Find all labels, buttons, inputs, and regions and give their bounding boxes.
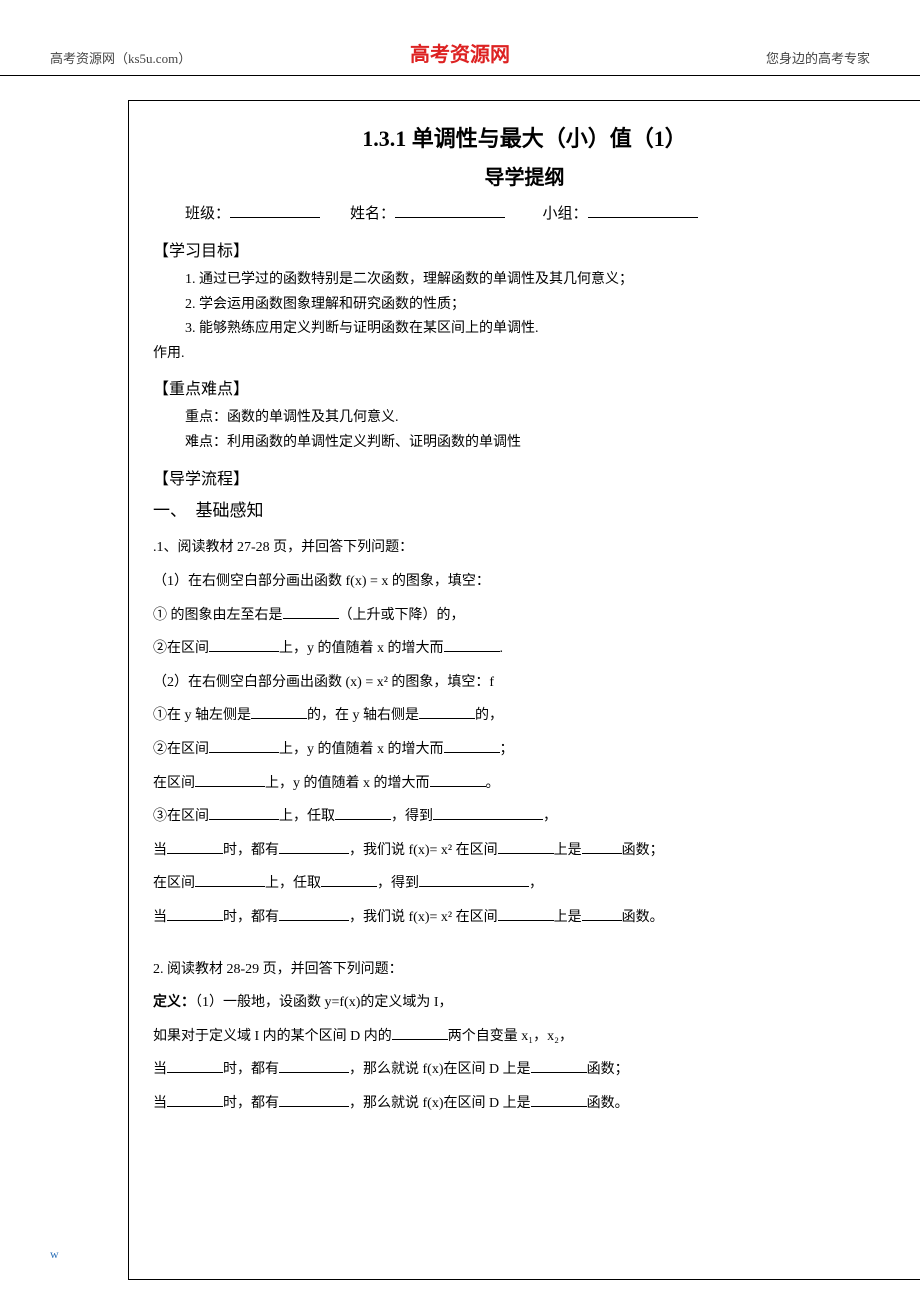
- blank: [444, 636, 500, 652]
- name-blank: [395, 202, 505, 218]
- keypoints-heading: 重点难点: [153, 375, 896, 399]
- group-blank: [588, 202, 698, 218]
- blank: [251, 703, 307, 719]
- page-header: 高考资源网（ks5u.com） 高考资源网 您身边的高考专家: [0, 0, 920, 76]
- process-heading: 导学流程: [153, 465, 896, 489]
- objective-tail: 作用.: [153, 343, 896, 365]
- doc-title: 1.3.1 单调性与最大（小）值（1）: [153, 121, 896, 153]
- blank: [209, 804, 279, 820]
- blank: [335, 804, 391, 820]
- blank: [419, 703, 475, 719]
- blank: [279, 838, 349, 854]
- objective-item: 1. 通过已学过的函数特别是二次函数，理解函数的单调性及其几何意义；: [185, 269, 896, 291]
- blank: [392, 1024, 448, 1040]
- blank: [195, 871, 265, 887]
- q2-intro: 2. 阅读教材 28-29 页，并回答下列问题：: [153, 953, 896, 987]
- blank: [209, 636, 279, 652]
- q1-2: （2）在右侧空白部分画出函数 (x) = x² 的图象，填空：f: [153, 666, 896, 700]
- blank: [419, 871, 529, 887]
- blank: [498, 905, 554, 921]
- def-line: 定义：（1）一般地，设函数 y=f(x)的定义域为 I，: [153, 986, 896, 1020]
- blank: [167, 1057, 223, 1073]
- q1-1: （1）在右侧空白部分画出函数 f(x) = x 的图象，填空：: [153, 565, 896, 599]
- q1-2-b2: 在区间上，y 的值随着 x 的增大而。: [153, 767, 896, 801]
- q1-1-a: ① 的图象由左至右是（上升或下降）的，: [153, 599, 896, 633]
- name-label: 姓名：: [350, 206, 395, 222]
- q1-2-a: ①在 y 轴左侧是的，在 y 轴右侧是的，: [153, 699, 896, 733]
- keypoint-key: 重点：函数的单调性及其几何意义.: [185, 407, 896, 429]
- basic-title: 一、 基础感知: [153, 497, 896, 526]
- q1-1-b: ②在区间上，y 的值随着 x 的增大而.: [153, 632, 896, 666]
- blank: [321, 871, 377, 887]
- keypoint-diff: 难点：利用函数的单调性定义判断、证明函数的单调性: [185, 432, 896, 454]
- blank: [531, 1057, 587, 1073]
- header-center-logo: 高考资源网: [410, 38, 510, 67]
- def-1-b: 当时，都有，那么就说 f(x)在区间 D 上是函数；: [153, 1053, 896, 1087]
- group-label: 小组：: [543, 206, 588, 222]
- header-right: 您身边的高考专家: [766, 48, 870, 67]
- q1-intro: .1、阅读教材 27-28 页，并回答下列问题：: [153, 531, 896, 565]
- def-1-c: 当时，都有，那么就说 f(x)在区间 D 上是函数。: [153, 1087, 896, 1121]
- blank: [167, 905, 223, 921]
- blank: [582, 838, 622, 854]
- header-left: 高考资源网（ks5u.com）: [50, 48, 191, 67]
- objective-item: 3. 能够熟练应用定义判断与证明函数在某区间上的单调性.: [185, 318, 896, 340]
- blank: [283, 603, 339, 619]
- blank: [531, 1091, 587, 1107]
- blank: [498, 838, 554, 854]
- blank: [209, 737, 279, 753]
- blank: [279, 1091, 349, 1107]
- keypoints-body: 重点：函数的单调性及其几何意义. 难点：利用函数的单调性定义判断、证明函数的单调…: [153, 407, 896, 455]
- document-body: 1.3.1 单调性与最大（小）值（1） 导学提纲 班级： 姓名： 小组： 学习目…: [128, 100, 920, 1280]
- blank: [430, 771, 486, 787]
- def-1-a: 如果对于定义域 I 内的某个区间 D 内的两个自变量 x₁，x₂，: [153, 1020, 896, 1054]
- q1-2-c3: 在区间上，任取，得到，: [153, 867, 896, 901]
- footer-mark: w: [50, 1247, 59, 1262]
- blank: [167, 838, 223, 854]
- blank: [195, 771, 265, 787]
- blank: [279, 905, 349, 921]
- q1-2-c4: 当时，都有，我们说 f(x)= x² 在区间上是函数。: [153, 901, 896, 935]
- objectives-heading: 学习目标: [153, 237, 896, 261]
- class-blank: [230, 202, 320, 218]
- objective-item: 2. 学会运用函数图象理解和研究函数的性质；: [185, 294, 896, 316]
- blank: [433, 804, 543, 820]
- q1-2-c: ③在区间上，任取，得到，: [153, 800, 896, 834]
- blank: [167, 1091, 223, 1107]
- blank: [279, 1057, 349, 1073]
- q1-2-c2: 当时，都有，我们说 f(x)= x² 在区间上是函数；: [153, 834, 896, 868]
- q1-2-b: ②在区间上，y 的值随着 x 的增大而；: [153, 733, 896, 767]
- form-line: 班级： 姓名： 小组：: [185, 202, 896, 223]
- blank: [582, 905, 622, 921]
- process-body: 一、 基础感知 .1、阅读教材 27-28 页，并回答下列问题： （1）在右侧空…: [153, 497, 896, 1121]
- doc-subtitle: 导学提纲: [153, 161, 896, 190]
- objectives-body: 1. 通过已学过的函数特别是二次函数，理解函数的单调性及其几何意义； 2. 学会…: [153, 269, 896, 365]
- class-label: 班级：: [185, 206, 230, 222]
- blank: [444, 737, 500, 753]
